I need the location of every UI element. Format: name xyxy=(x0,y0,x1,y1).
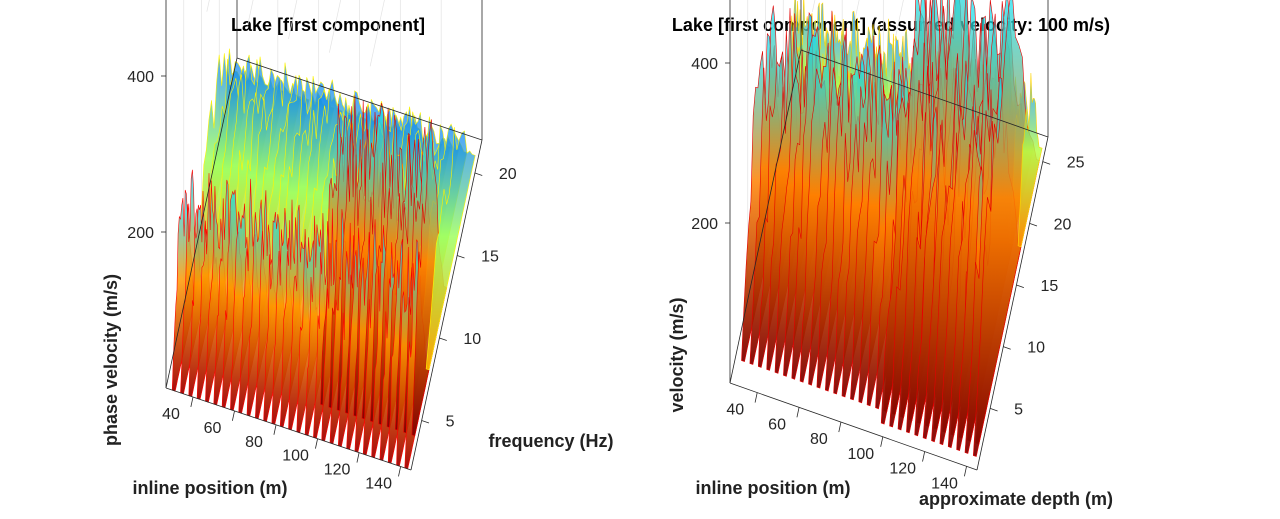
z-tick-label: 200 xyxy=(691,216,718,233)
x-tick-label: 80 xyxy=(245,434,263,451)
y-tick-mark xyxy=(439,337,447,341)
x-tick-mark xyxy=(838,421,842,433)
y-tick-label: 20 xyxy=(499,166,517,183)
x-tick-mark xyxy=(315,438,318,449)
y-tick-label: 25 xyxy=(1067,155,1085,172)
axis-edge xyxy=(729,49,802,384)
x-tick-label: 60 xyxy=(204,420,222,437)
x-tick-label: 120 xyxy=(889,461,916,478)
surface-ribbon xyxy=(425,127,476,371)
y-tick-label: 15 xyxy=(1040,278,1058,295)
z-tick-label: 200 xyxy=(127,225,154,242)
y-tick-label: 10 xyxy=(1027,340,1045,357)
grid-line xyxy=(369,0,385,67)
y-tick-label: 20 xyxy=(1054,216,1072,233)
y-tick-mark xyxy=(457,255,465,259)
x-tick-label: 120 xyxy=(324,462,351,479)
right-y-ticks: 5 10 15 20 25 xyxy=(990,155,1085,418)
x-tick-label: 40 xyxy=(162,406,180,423)
left-y-ticks: 5 10 15 20 xyxy=(421,166,517,431)
y-tick-mark xyxy=(1029,222,1038,227)
y-tick-label: 10 xyxy=(463,331,481,348)
left-axes-box xyxy=(165,0,483,471)
y-tick-mark xyxy=(1003,346,1011,350)
left-chart-title: Lake [first component] xyxy=(231,15,425,35)
x-tick-mark xyxy=(880,436,884,447)
right-z-ticks: 200 400 xyxy=(691,56,730,233)
y-tick-mark xyxy=(990,407,998,412)
x-tick-mark xyxy=(231,410,235,421)
y-tick-mark xyxy=(1016,284,1024,288)
right-axes-box xyxy=(729,0,1049,471)
left-x-ticks: 40 60 80 100 120 140 xyxy=(162,396,402,493)
x-tick-label: 80 xyxy=(810,431,828,448)
x-tick-label: 140 xyxy=(931,475,958,492)
axis-edge xyxy=(976,136,1049,471)
y-tick-label: 5 xyxy=(446,414,455,431)
x-tick-label: 100 xyxy=(282,448,309,465)
surface-slice xyxy=(404,119,476,470)
x-tick-label: 100 xyxy=(847,446,874,463)
axis-edge xyxy=(729,382,978,471)
right-y-axis-label: approximate depth (m) xyxy=(919,489,1113,509)
z-tick-label: 400 xyxy=(127,69,154,86)
x-tick-label: 140 xyxy=(365,476,392,493)
surface-slice xyxy=(972,0,1043,457)
y-tick-mark xyxy=(1042,161,1051,165)
x-tick-mark xyxy=(190,396,194,408)
x-tick-mark xyxy=(356,452,360,463)
right-surface xyxy=(741,0,1043,457)
x-tick-mark xyxy=(922,451,926,462)
grid-line xyxy=(206,0,210,12)
y-tick-label: 5 xyxy=(1014,401,1023,418)
x-tick-label: 40 xyxy=(726,402,744,419)
axis-edge xyxy=(410,139,483,471)
surface-ribbon xyxy=(1017,72,1043,248)
right-x-ticks: 40 60 80 100 120 140 xyxy=(726,392,967,492)
z-tick-label: 400 xyxy=(691,56,718,73)
right-chart-title: Lake [first component] (assumed velocity… xyxy=(672,15,1110,35)
x-tick-mark xyxy=(273,424,277,435)
left-x-axis-label: inline position (m) xyxy=(133,478,288,498)
left-surface xyxy=(171,48,476,470)
axis-edge xyxy=(800,49,1049,138)
x-tick-mark xyxy=(754,392,758,403)
y-tick-mark xyxy=(474,172,483,176)
x-tick-label: 60 xyxy=(768,416,786,433)
axis-edge xyxy=(236,57,483,141)
left-y-axis-label: frequency (Hz) xyxy=(488,431,613,451)
right-panel: Lake [first component] (assumed velocity… xyxy=(667,0,1113,509)
x-tick-mark xyxy=(796,407,800,418)
left-panel: Lake [first component] 40 60 80 100 120 140 5… xyxy=(101,0,614,498)
x-tick-mark xyxy=(964,466,967,477)
y-tick-label: 15 xyxy=(481,249,499,266)
axis-edge xyxy=(165,57,238,389)
left-z-axis-label: phase velocity (m/s) xyxy=(101,274,121,446)
y-tick-mark xyxy=(421,420,430,424)
right-z-axis-label: velocity (m/s) xyxy=(667,297,687,412)
left-z-ticks: 200 400 xyxy=(127,69,166,242)
x-tick-mark xyxy=(398,466,402,477)
right-x-axis-label: inline position (m) xyxy=(696,478,851,498)
axis-edge xyxy=(165,387,412,471)
